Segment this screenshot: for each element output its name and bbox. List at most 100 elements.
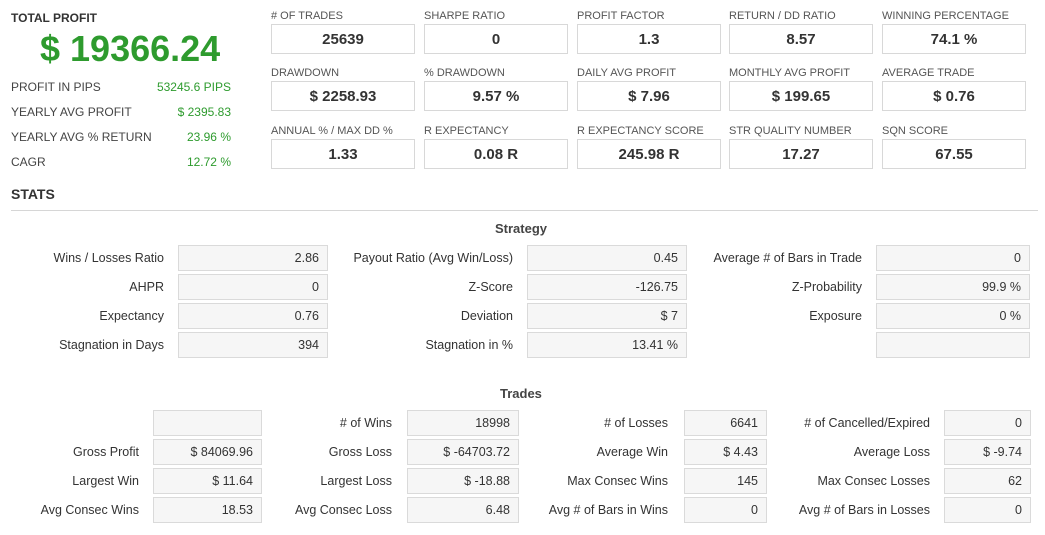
metric-label: % DRAWDOWN bbox=[424, 67, 505, 79]
stat-label: Stagnation in % bbox=[425, 338, 513, 352]
stat-value: 0 % bbox=[876, 303, 1030, 329]
metric-label: AVERAGE TRADE bbox=[882, 67, 975, 79]
metric-label: ANNUAL % / MAX DD % bbox=[271, 125, 393, 137]
trade-label: Gross Profit bbox=[73, 445, 139, 459]
metric-value: 25639 bbox=[271, 24, 415, 54]
stat-value-empty bbox=[876, 332, 1030, 358]
stat-value: 0 bbox=[178, 274, 328, 300]
total-profit-value: $ 19366.24 bbox=[40, 28, 221, 69]
trade-value: $ -64703.72 bbox=[407, 439, 519, 465]
trade-value-empty bbox=[153, 410, 262, 436]
stat-value: 0.45 bbox=[527, 245, 687, 271]
trade-value: $ -18.88 bbox=[407, 468, 519, 494]
stat-label: Exposure bbox=[809, 309, 862, 323]
metric-label: R EXPECTANCY bbox=[424, 125, 509, 137]
stat-value: 0 bbox=[876, 245, 1030, 271]
trade-value: 0 bbox=[944, 497, 1031, 523]
trade-label: Average Loss bbox=[853, 445, 930, 459]
trade-value: 0 bbox=[944, 410, 1031, 436]
stat-value: 0.76 bbox=[178, 303, 328, 329]
trade-label: Avg Consec Loss bbox=[294, 503, 392, 517]
trade-value: 6641 bbox=[684, 410, 767, 436]
summary-label: YEARLY AVG % RETURN bbox=[11, 130, 152, 144]
trade-label: # of Wins bbox=[339, 416, 392, 430]
stat-label: Z-Probability bbox=[791, 280, 862, 294]
metric-value: 0 bbox=[424, 24, 568, 54]
stat-label: AHPR bbox=[129, 280, 164, 294]
metric-label: MONTHLY AVG PROFIT bbox=[729, 67, 851, 79]
trades-heading: Trades bbox=[500, 386, 542, 401]
trade-label: Avg Consec Wins bbox=[40, 503, 139, 517]
trade-label: Largest Loss bbox=[320, 474, 392, 488]
metric-label: DAILY AVG PROFIT bbox=[577, 67, 677, 79]
summary-label: PROFIT IN PIPS bbox=[11, 80, 101, 94]
metric-label: RETURN / DD RATIO bbox=[729, 10, 836, 22]
metric-label: WINNING PERCENTAGE bbox=[882, 10, 1009, 22]
metric-value: 8.57 bbox=[729, 24, 873, 54]
stat-label: Stagnation in Days bbox=[59, 338, 164, 352]
trade-value: $ -9.74 bbox=[944, 439, 1031, 465]
trade-value: $ 11.64 bbox=[153, 468, 262, 494]
metric-value: 9.57 % bbox=[424, 81, 568, 111]
metric-value: $ 7.96 bbox=[577, 81, 721, 111]
trade-label: Avg # of Bars in Losses bbox=[798, 503, 930, 517]
trade-value: $ 84069.96 bbox=[153, 439, 262, 465]
metric-value: 67.55 bbox=[882, 139, 1026, 169]
metric-label: R EXPECTANCY SCORE bbox=[577, 125, 704, 137]
metric-label: # OF TRADES bbox=[271, 10, 343, 22]
summary-value: $ 2395.83 bbox=[177, 105, 231, 119]
metric-value: $ 199.65 bbox=[729, 81, 873, 111]
summary-row-yearly-avg-return: YEARLY AVG % RETURN 23.96 % bbox=[11, 130, 231, 146]
strategy-heading: Strategy bbox=[495, 221, 548, 236]
trade-value: 62 bbox=[944, 468, 1031, 494]
trade-label: Max Consec Losses bbox=[817, 474, 930, 488]
trade-value: 18.53 bbox=[153, 497, 262, 523]
trade-label: Gross Loss bbox=[328, 445, 392, 459]
metric-label: SHARPE RATIO bbox=[424, 10, 506, 22]
total-profit-label: TOTAL PROFIT bbox=[11, 11, 97, 25]
trade-label: Max Consec Wins bbox=[567, 474, 668, 488]
trade-value: $ 4.43 bbox=[684, 439, 767, 465]
trade-label: Avg # of Bars in Wins bbox=[548, 503, 668, 517]
summary-label: YEARLY AVG PROFIT bbox=[11, 105, 132, 119]
metric-value: 1.3 bbox=[577, 24, 721, 54]
stat-label: Deviation bbox=[460, 309, 513, 323]
stat-label: Wins / Losses Ratio bbox=[53, 251, 164, 265]
metric-label: STR QUALITY NUMBER bbox=[729, 125, 852, 137]
metric-label: DRAWDOWN bbox=[271, 67, 340, 79]
stats-heading: STATS bbox=[11, 186, 55, 202]
trade-value: 18998 bbox=[407, 410, 519, 436]
summary-value: 23.96 % bbox=[186, 130, 231, 144]
stat-label: Expectancy bbox=[99, 309, 164, 323]
summary-row-profit-pips: PROFIT IN PIPS 53245.6 PIPS bbox=[11, 80, 231, 96]
metric-value: $ 0.76 bbox=[882, 81, 1026, 111]
summary-row-cagr: CAGR 12.72 % bbox=[11, 155, 231, 171]
metric-label: SQN SCORE bbox=[882, 125, 949, 137]
stat-value: 99.9 % bbox=[876, 274, 1030, 300]
trade-value: 6.48 bbox=[407, 497, 519, 523]
trade-label: Largest Win bbox=[72, 474, 139, 488]
metric-value: 17.27 bbox=[729, 139, 873, 169]
trade-value: 145 bbox=[684, 468, 767, 494]
metric-value: $ 2258.93 bbox=[271, 81, 415, 111]
metric-value: 0.08 R bbox=[424, 139, 568, 169]
trade-label: Average Win bbox=[596, 445, 668, 459]
stat-label: Average # of Bars in Trade bbox=[713, 251, 862, 265]
summary-label: CAGR bbox=[11, 155, 46, 169]
metric-value: 74.1 % bbox=[882, 24, 1026, 54]
trade-label: # of Losses bbox=[604, 416, 668, 430]
stat-value: 13.41 % bbox=[527, 332, 687, 358]
stat-value: -126.75 bbox=[527, 274, 687, 300]
trade-label: # of Cancelled/Expired bbox=[804, 416, 930, 430]
stat-value: 394 bbox=[178, 332, 328, 358]
stat-value: $ 7 bbox=[527, 303, 687, 329]
summary-row-yearly-avg-profit: YEARLY AVG PROFIT $ 2395.83 bbox=[11, 105, 231, 121]
metric-value: 1.33 bbox=[271, 139, 415, 169]
stat-value: 2.86 bbox=[178, 245, 328, 271]
divider bbox=[11, 210, 1038, 211]
summary-value: 12.72 % bbox=[186, 155, 231, 169]
stat-label: Payout Ratio (Avg Win/Loss) bbox=[353, 251, 513, 265]
metric-value: 245.98 R bbox=[577, 139, 721, 169]
stat-label: Z-Score bbox=[468, 280, 513, 294]
summary-value: 53245.6 PIPS bbox=[156, 80, 231, 94]
